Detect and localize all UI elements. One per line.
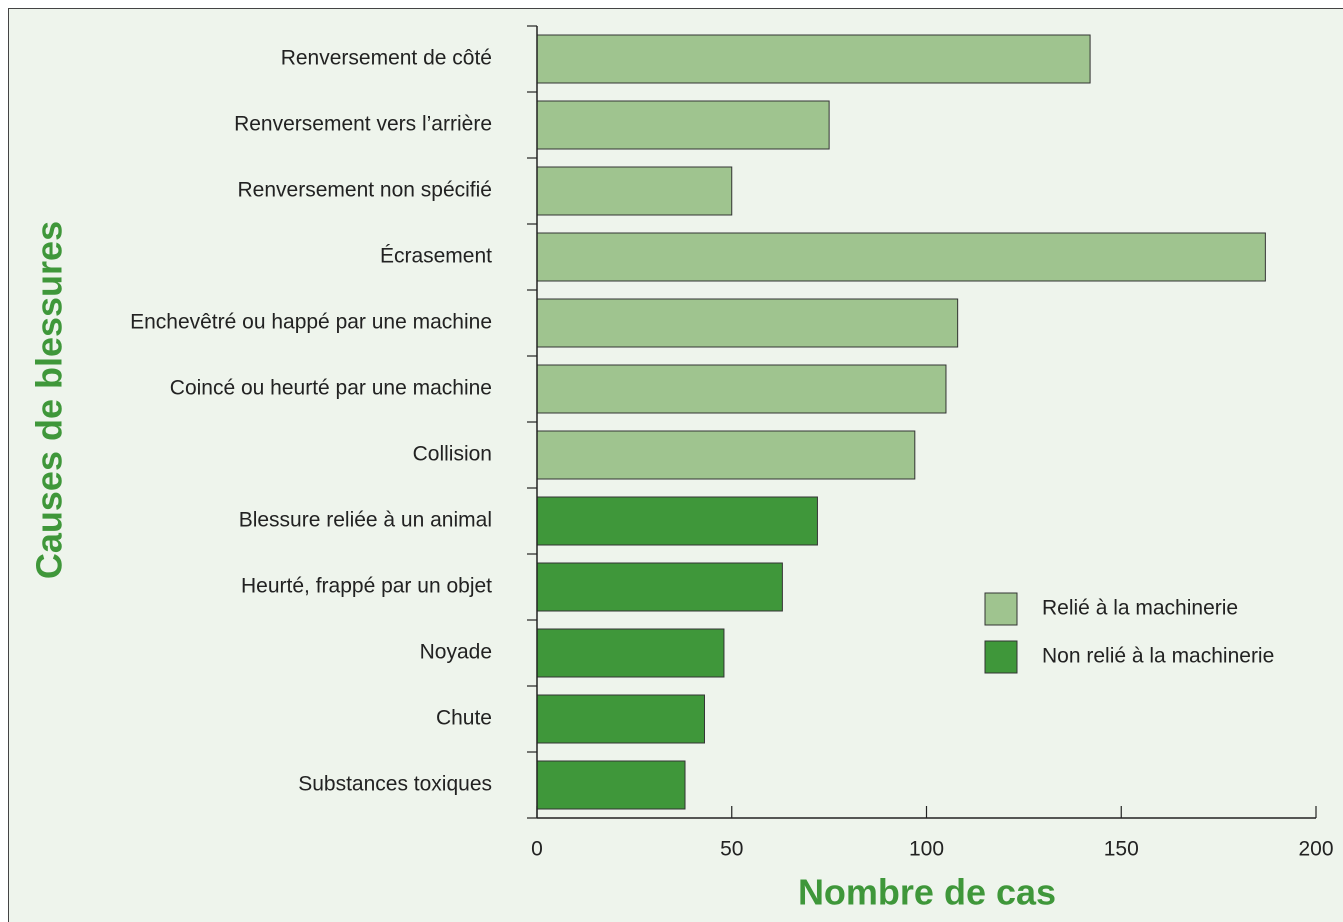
bar (536, 232, 1266, 282)
bar (536, 760, 686, 810)
y-tick-label: Heurté, frappé par un objet (241, 575, 492, 598)
x-axis-title: Nombre de cas (798, 872, 1056, 913)
y-tick-label: Coincé ou heurté par une machine (170, 377, 492, 400)
x-tick-label: 50 (720, 838, 743, 861)
legend-swatch (984, 640, 1018, 674)
x-tick-label: 200 (1298, 838, 1333, 861)
y-tick-label: Substances toxiques (298, 773, 492, 796)
y-tick-label: Noyade (420, 641, 492, 664)
legend-label: Non relié à la machinerie (1042, 645, 1274, 668)
bar (536, 34, 1091, 84)
x-tick-label: 150 (1104, 838, 1139, 861)
bar (536, 628, 725, 678)
bar (536, 496, 818, 546)
y-tick-label: Renversement non spécifié (238, 179, 492, 202)
bar (536, 166, 733, 216)
y-axis-title: Causes de blessures (29, 221, 70, 579)
y-tick-label: Collision (413, 443, 492, 466)
bar (536, 298, 959, 348)
legend-swatch (984, 592, 1018, 626)
y-tick-label: Renversement de côté (281, 47, 492, 70)
x-tick-label: 0 (531, 838, 543, 861)
bar (536, 562, 783, 612)
bar (536, 364, 947, 414)
y-tick-label: Blessure reliée à un animal (239, 509, 492, 532)
y-tick-label: Écrasement (380, 245, 492, 268)
legend-label: Relié à la machinerie (1042, 597, 1238, 620)
x-tick-label: 100 (909, 838, 944, 861)
bar (536, 100, 830, 150)
y-tick-label: Chute (436, 707, 492, 730)
y-tick-label: Renversement vers l’arrière (234, 113, 492, 136)
y-tick-label: Enchevêtré ou happé par une machine (130, 311, 492, 334)
bar (536, 694, 705, 744)
bar (536, 430, 916, 480)
